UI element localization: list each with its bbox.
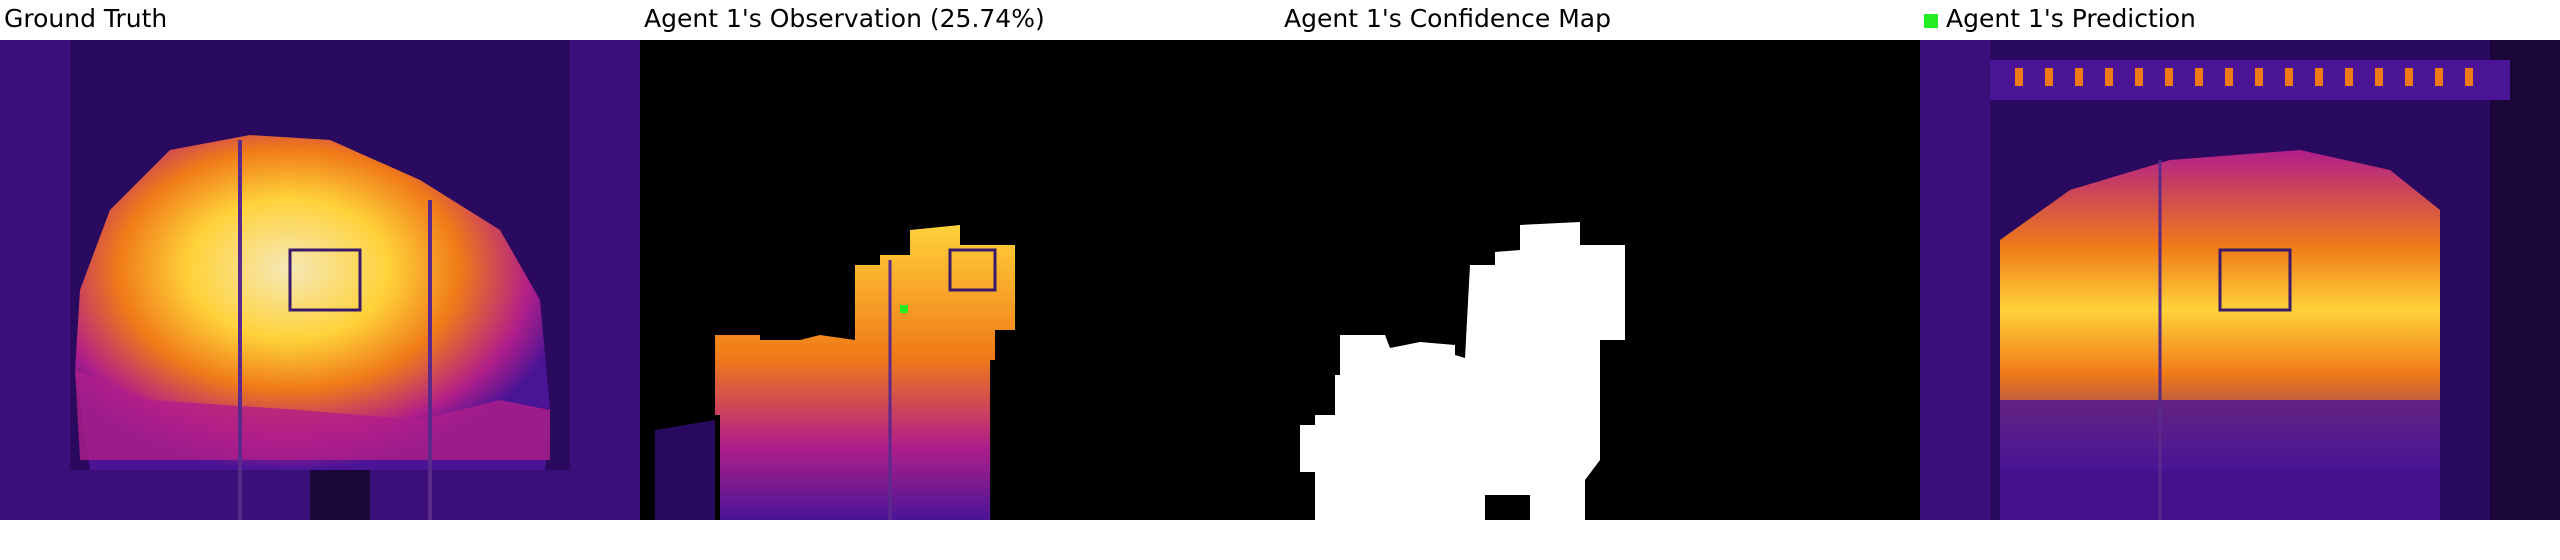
- ground-truth-image: [0, 40, 640, 520]
- panel-title: Agent 1's Prediction: [1924, 2, 2196, 36]
- prediction-image: [1920, 40, 2560, 520]
- panel-title: Agent 1's Observation (25.74%): [644, 4, 1045, 33]
- panel-observation: Agent 1's Observation (25.74%): [640, 0, 1280, 560]
- confidence-map-image: [1280, 40, 1920, 520]
- panel-title: Ground Truth: [4, 4, 168, 33]
- legend-swatch: [1924, 14, 1938, 28]
- observation-image: [640, 40, 1280, 520]
- panel-prediction: Agent 1's Prediction: [1920, 0, 2560, 560]
- panel-title: Agent 1's Confidence Map: [1284, 4, 1611, 33]
- panel-confidence-map: Agent 1's Confidence Map: [1280, 0, 1920, 560]
- panel-ground-truth: Ground Truth: [0, 0, 640, 560]
- agent-position-marker: [900, 305, 908, 313]
- panel-title-text: Agent 1's Prediction: [1946, 4, 2196, 33]
